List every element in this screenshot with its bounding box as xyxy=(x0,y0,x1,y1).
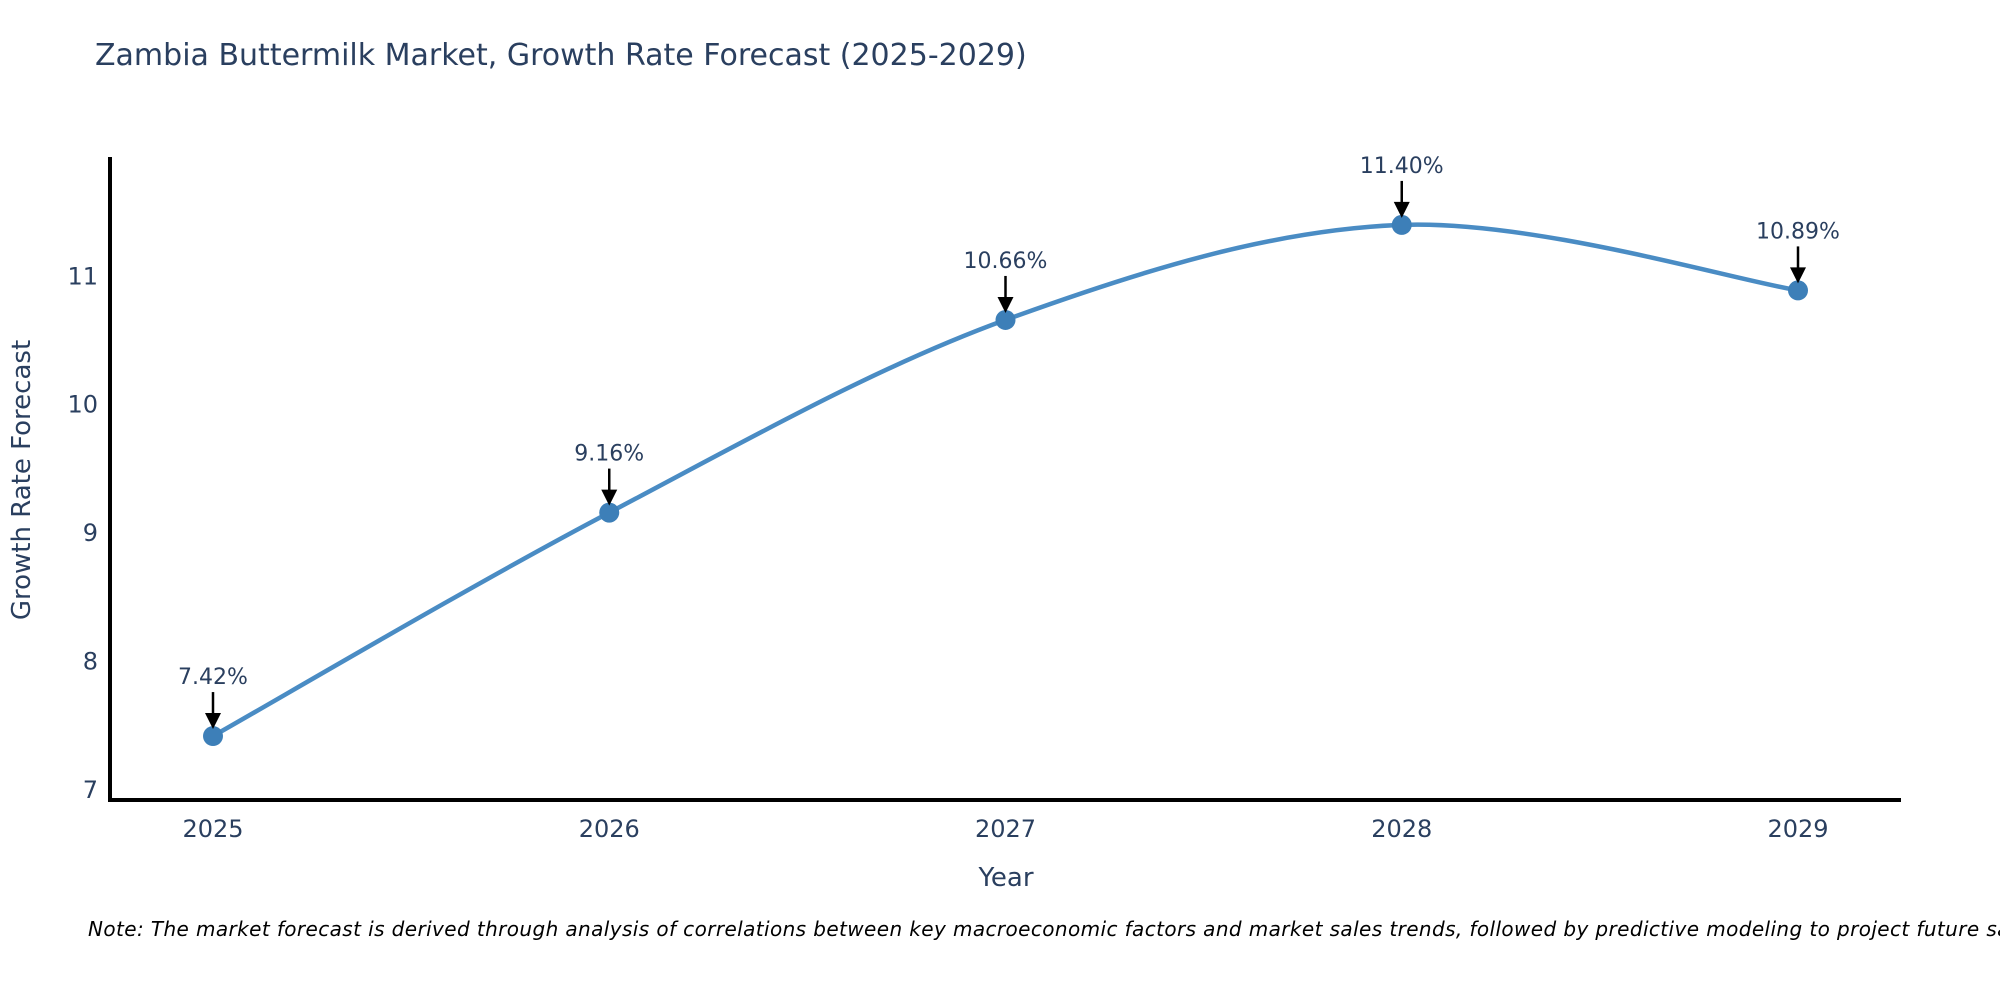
y-tick-label: 7 xyxy=(83,776,98,804)
data-point-marker xyxy=(1788,280,1808,301)
annotation-label: 10.89% xyxy=(1756,219,1840,244)
x-tick-label: 2027 xyxy=(975,815,1036,843)
annotation-arrowhead xyxy=(1393,201,1410,218)
annotation-label: 7.42% xyxy=(178,665,248,690)
annotation-arrowhead xyxy=(601,489,618,506)
x-tick-label: 2026 xyxy=(579,815,640,843)
annotations-group: 7.42% 9.16% 10.66% 11.40% 10.89% xyxy=(178,154,1840,730)
x-tick-label: 2029 xyxy=(1767,815,1828,843)
data-point-marker xyxy=(203,726,223,747)
x-axis-ticks: 2025 2026 2027 2028 2029 xyxy=(182,815,1828,843)
data-point-marker xyxy=(995,309,1016,330)
x-axis-title: Year xyxy=(977,863,1033,893)
y-tick-label: 8 xyxy=(83,648,98,676)
axis-spines xyxy=(108,157,1901,802)
x-tick-label: 2028 xyxy=(1371,815,1432,843)
y-tick-label: 11 xyxy=(67,262,98,290)
y-axis-ticks: 7 8 9 10 11 xyxy=(67,262,98,804)
data-point-marker xyxy=(1391,214,1412,235)
annotation-arrowhead xyxy=(205,713,221,730)
y-axis-title: Growth Rate Forecast xyxy=(7,340,37,620)
y-tick-label: 10 xyxy=(67,391,98,419)
annotation-arrowhead xyxy=(997,296,1014,313)
footnote: Note: The market forecast is derived thr… xyxy=(88,917,2000,941)
annotation-arrowhead xyxy=(1790,267,1806,284)
x-tick-label: 2025 xyxy=(182,815,243,843)
annotation-label: 10.66% xyxy=(964,249,1048,274)
y-tick-label: 9 xyxy=(83,519,98,547)
annotation-label: 11.40% xyxy=(1360,154,1444,179)
annotation-label: 9.16% xyxy=(574,442,644,467)
data-point-marker xyxy=(599,502,620,523)
trend-line-group xyxy=(203,214,1808,747)
chart-title: Zambia Buttermilk Market, Growth Rate Fo… xyxy=(95,38,1027,73)
